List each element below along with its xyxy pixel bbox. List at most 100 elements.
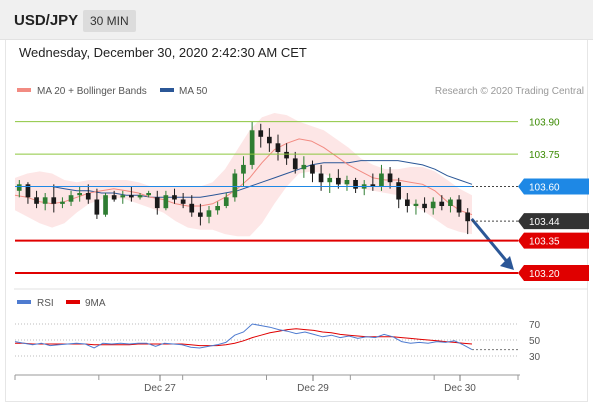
candle-body [103,195,108,215]
symbol-title: USD/JPY [14,12,79,29]
projection-arrow-head [500,256,514,271]
candle [16,180,22,198]
candle [267,128,272,152]
candle-body [198,212,203,217]
candle-body [344,180,350,185]
candle-body [249,130,255,165]
candle-body [353,180,358,189]
candle-body [430,201,436,209]
ma20-legend-swatch [17,88,31,92]
candle [85,184,91,204]
candle-body [456,199,462,213]
pivot-tag [518,178,589,195]
candle [456,195,462,217]
candle [370,173,376,191]
last_price-tag [518,213,589,230]
ma20-legend-label: MA 20 + Bollinger Bands [37,86,147,97]
candle [68,190,74,206]
candle [215,201,220,215]
ma9-legend-swatch [66,300,80,304]
candle-body [146,193,151,196]
candle-body [327,177,333,183]
candle-body [223,197,229,206]
candle-body [258,130,264,137]
candle [241,156,246,187]
x-tick-label: Dec 30 [444,383,476,394]
candle-body [68,195,74,202]
candle [465,208,470,235]
candle [172,188,177,204]
candle [275,134,281,161]
candle-body [465,212,470,222]
candle [111,190,117,202]
resistance_1-label: 103.75 [529,150,560,161]
candle-body [439,201,445,206]
candle [439,195,445,211]
x-axis-ticks: Dec 27 Dec 29 Dec 30 [14,375,519,394]
x-tick-label: Dec 29 [297,383,329,394]
candle [198,203,203,226]
candle [336,169,341,189]
candle [353,177,358,193]
timeframe-badge[interactable]: 30 MIN [83,10,136,32]
chart-panel [5,40,588,402]
candle [422,197,427,213]
rsi-legend-label: RSI [37,298,54,309]
rsi-ma9-line [15,328,473,347]
rsi-legend-swatch [17,300,31,304]
candle-body [85,193,91,200]
candle-body [396,182,401,200]
candle-body [232,173,238,198]
candle-body [180,199,186,204]
candle [137,193,143,200]
candle [129,186,134,202]
candle-body [310,164,315,174]
ma9-legend-label: 9MA [85,298,106,309]
candle [396,177,401,209]
rsi-line [14,323,473,351]
candle [42,193,48,211]
candle [430,197,436,215]
price-plot-area [14,113,514,271]
candle [232,169,238,202]
candle-body [241,164,246,174]
candle-body [77,193,82,196]
candle [120,190,126,204]
candle [163,190,169,211]
candle-body [206,210,212,217]
candle [448,197,453,213]
candle-body [215,206,220,211]
candle-body [292,158,298,170]
chart-header: USD/JPY 30 MIN [0,0,593,40]
support_2-label: 103.20 [529,269,560,280]
candle-body [60,201,65,204]
candle [301,156,307,178]
candle-body [120,195,126,198]
rsi-plot-area: 70 50 30 [14,320,541,363]
candle-body [94,199,100,215]
candle-body [154,197,160,209]
candle-body [318,173,324,183]
candle [413,199,419,215]
candle-body [448,199,453,206]
ma50-legend-swatch [160,88,174,92]
candle-body [284,151,289,159]
candle-body [16,184,22,191]
candle [206,205,212,224]
rsi-tick-label: 30 [529,352,541,363]
candle [292,151,298,174]
candle [180,193,186,209]
candle-body [189,203,195,213]
research-credit: Research © 2020 Trading Central [435,86,584,97]
candle [327,173,333,193]
datetime-label: Wednesday, December 30, 2020 2:42:30 AM … [19,45,307,60]
ma50-line [15,160,473,198]
candle [103,193,108,217]
candle-body [172,195,177,200]
resistance_2-label: 103.90 [529,118,560,129]
pivot-label: 103.60 [529,183,560,194]
candle-body [163,195,169,209]
candle [310,160,315,183]
candle [154,190,160,215]
candle [405,193,410,213]
